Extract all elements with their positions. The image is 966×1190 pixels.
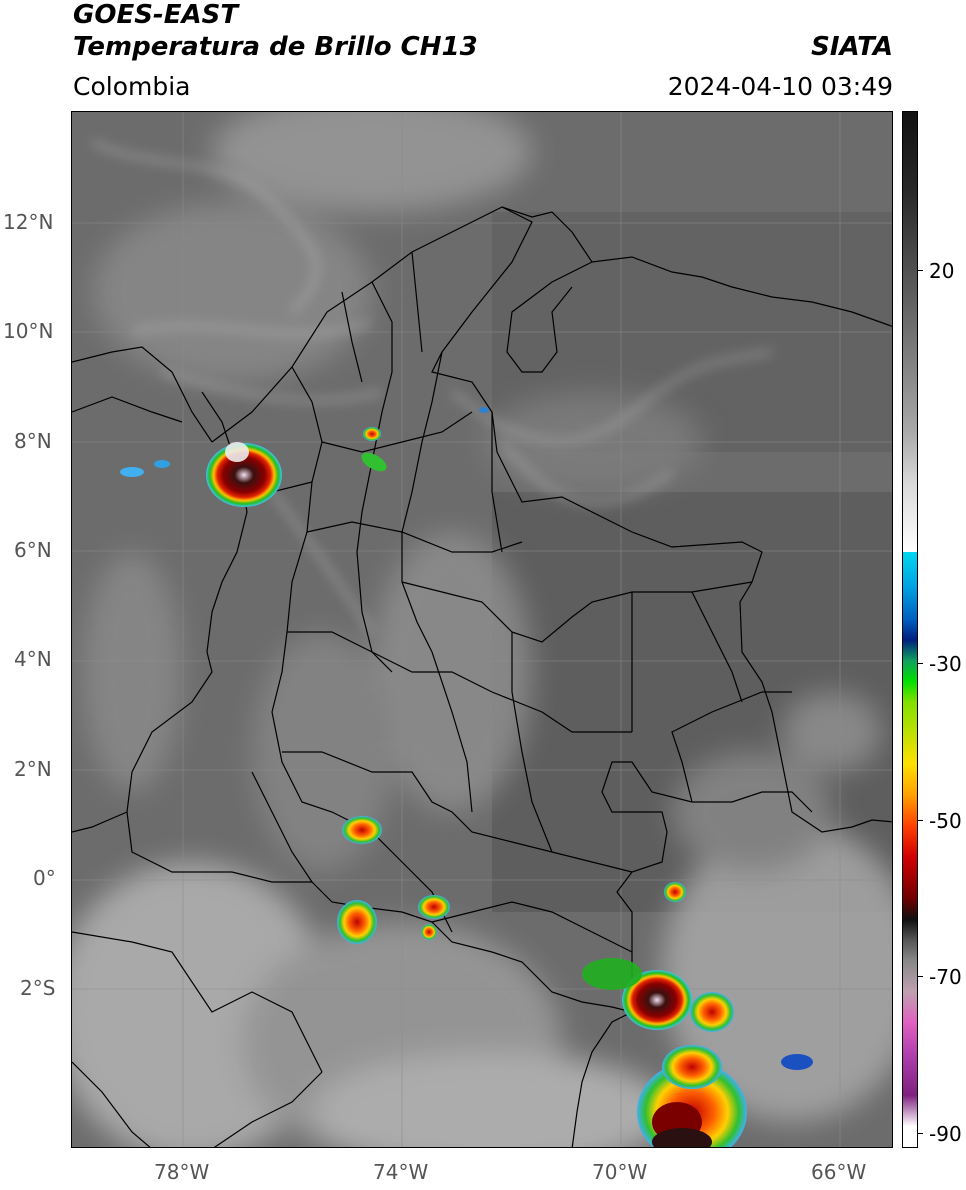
uraba-cell	[206, 443, 282, 507]
caqueta-cell-1	[342, 816, 382, 844]
map-panel	[71, 111, 893, 1148]
lat-label-2N: 2°N	[14, 757, 52, 781]
region-label: Colombia	[73, 72, 191, 101]
colorbar-label-20: 20	[929, 259, 955, 283]
lat-label-10N: 10°N	[3, 319, 54, 343]
product-title: Temperatura de Brillo CH13	[73, 32, 478, 62]
colorbar	[902, 111, 918, 1148]
amazonas-complex	[622, 970, 692, 1030]
convective-cells	[120, 407, 813, 1147]
source-label: SIATA	[811, 32, 893, 62]
colorbar-label-minus90: -90	[929, 1122, 962, 1146]
colorbar-tick	[918, 270, 923, 271]
satellite-title: GOES-EAST	[73, 0, 239, 30]
lat-label-8N: 8°N	[14, 429, 52, 453]
borders	[72, 206, 892, 1147]
colorbar-label-minus50: -50	[929, 809, 962, 833]
satellite-map	[72, 112, 892, 1147]
lon-label-66W: 66°W	[811, 1160, 867, 1184]
lon-label-78W: 78°W	[154, 1160, 210, 1184]
lat-label-4N: 4°N	[14, 647, 52, 671]
colorbar-label-minus30: -30	[929, 652, 962, 676]
lon-label-70W: 70°W	[592, 1160, 648, 1184]
colorbar-tick	[918, 663, 923, 664]
caqueta-cell-2	[337, 900, 377, 944]
colorbar-tick	[918, 820, 923, 821]
lon-label-74W: 74°W	[373, 1160, 429, 1184]
vaupes-cell	[664, 882, 686, 902]
lat-label-2S: 2°S	[20, 976, 56, 1000]
colorbar-tick	[918, 976, 923, 977]
graticule	[72, 112, 892, 1147]
lat-label-0: 0°	[33, 866, 56, 890]
cesar-cell	[363, 427, 381, 441]
lat-label-6N: 6°N	[14, 538, 52, 562]
putumayo-cell	[418, 895, 450, 919]
timestamp-label: 2024-04-10 03:49	[667, 72, 893, 101]
colorbar-tick	[918, 1133, 923, 1134]
lat-label-12N: 12°N	[3, 210, 54, 234]
colorbar-label-minus70: -70	[929, 965, 962, 989]
